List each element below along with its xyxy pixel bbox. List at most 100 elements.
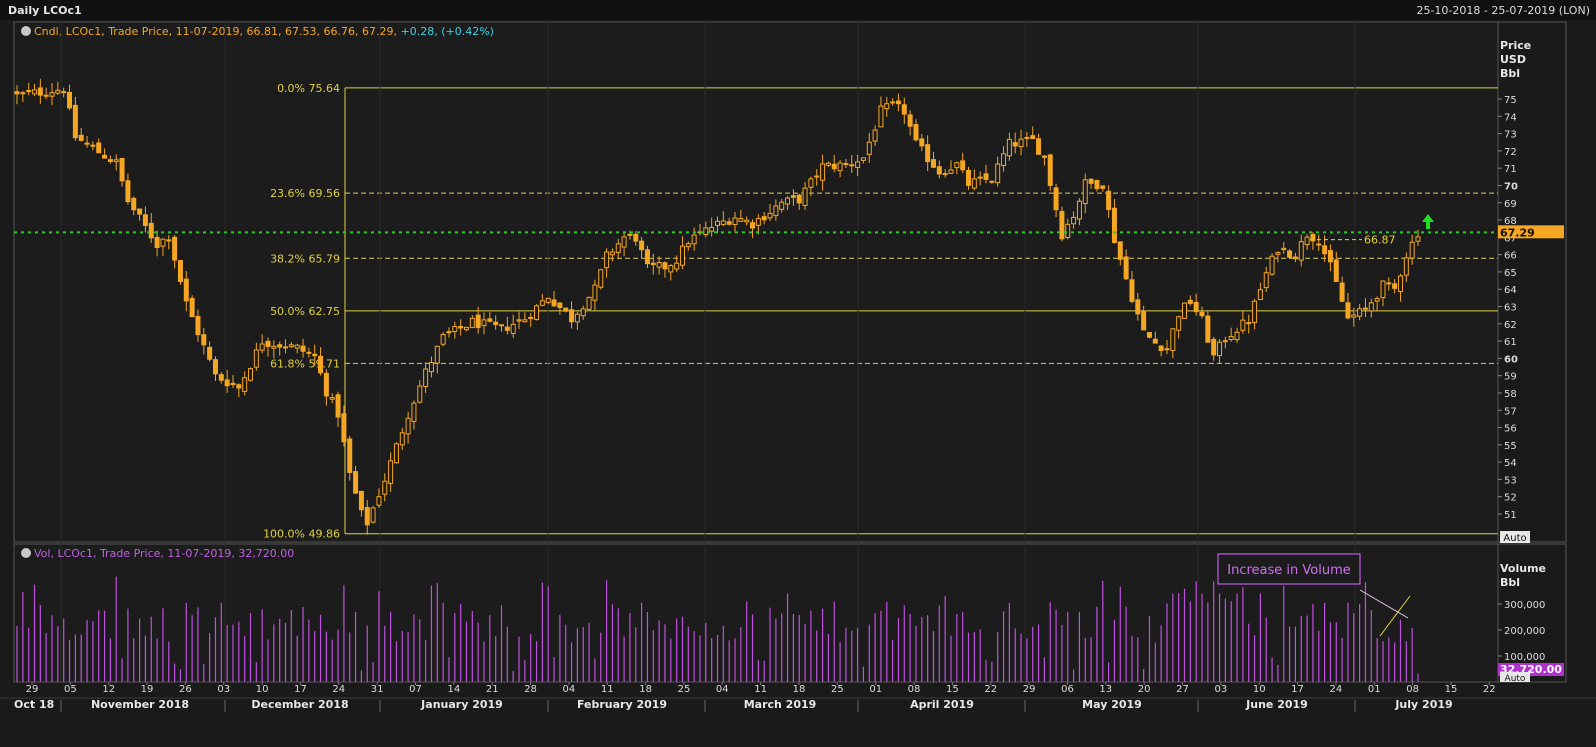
candle-body[interactable] [1182,302,1187,319]
candle-body[interactable] [691,234,697,245]
candle-body[interactable] [166,239,172,242]
candle-body[interactable] [1257,289,1263,301]
candle-body[interactable] [376,496,382,506]
candle-body[interactable] [1146,332,1152,338]
candle-body[interactable] [755,218,761,226]
candle-body[interactable] [37,87,43,96]
candle-body[interactable] [183,278,189,302]
candle-body[interactable] [627,233,633,236]
candle-body[interactable] [1275,252,1281,255]
candle-body[interactable] [796,194,802,204]
candle-body[interactable] [1036,138,1042,155]
candle-body[interactable] [49,92,55,97]
candle-body[interactable] [347,438,353,473]
price-pane[interactable] [13,21,1499,543]
candle-body[interactable] [551,299,557,307]
candle-body[interactable] [563,307,569,312]
candle-body[interactable] [388,460,394,484]
candle-body[interactable] [1106,190,1112,211]
candle-body[interactable] [860,157,866,161]
candle-body[interactable] [866,141,872,155]
candle-body[interactable] [557,302,563,309]
candle-body[interactable] [913,124,919,141]
candle-body[interactable] [872,129,878,142]
candle-body[interactable] [1211,338,1217,356]
candle-body[interactable] [1322,245,1328,255]
volume-auto-button[interactable] [1500,672,1530,682]
candle-body[interactable] [831,163,837,170]
candle-body[interactable] [329,397,335,400]
candle-body[interactable] [989,180,995,183]
candle-body[interactable] [1123,256,1129,280]
candle-body[interactable] [668,265,674,273]
candle-body[interactable] [1392,283,1398,289]
candle-body[interactable] [1240,319,1246,331]
candle-body[interactable] [1269,255,1275,275]
price-auto-label[interactable]: Auto [1503,533,1526,544]
candle-body[interactable] [936,166,942,175]
candle-body[interactable] [323,372,329,397]
candle-body[interactable] [586,296,592,310]
candle-body[interactable] [1053,187,1059,211]
candle-body[interactable] [685,243,691,248]
candle-body[interactable] [890,101,896,104]
candle-body[interactable] [569,309,575,323]
candle-body[interactable] [895,100,901,105]
candle-body[interactable] [189,297,195,318]
candle-body[interactable] [849,164,855,167]
candle-body[interactable] [528,316,534,319]
candle-body[interactable] [1047,154,1053,186]
candle-body[interactable] [306,351,312,354]
candles[interactable] [14,78,1421,535]
candle-body[interactable] [405,417,411,435]
candle-body[interactable] [1222,340,1228,343]
candle-body[interactable] [574,313,580,323]
candle-body[interactable] [14,91,20,95]
candle-body[interactable] [615,243,621,253]
candle-body[interactable] [353,471,359,494]
candle-body[interactable] [604,251,610,269]
candle-body[interactable] [1065,223,1071,239]
candle-body[interactable] [318,355,324,374]
candle-body[interactable] [738,218,744,222]
candle-body[interactable] [639,240,645,251]
candle-body[interactable] [1380,280,1386,299]
candle-body[interactable] [720,220,726,225]
candle-body[interactable] [644,249,650,265]
candle-body[interactable] [1386,282,1392,285]
candle-body[interactable] [236,384,242,389]
candle-body[interactable] [516,319,522,322]
candle-body[interactable] [125,180,131,203]
candle-body[interactable] [674,262,680,270]
candle-body[interactable] [1339,282,1345,302]
candle-body[interactable] [1076,200,1082,220]
candle-body[interactable] [1176,316,1182,331]
candle-body[interactable] [207,346,213,360]
candle-body[interactable] [43,94,49,97]
volume-legend-icon[interactable] [21,548,31,558]
candle-body[interactable] [440,334,446,345]
candle-body[interactable] [545,297,551,303]
candle-body[interactable] [481,319,487,327]
candle-body[interactable] [84,142,90,145]
candle-body[interactable] [475,314,481,329]
candle-body[interactable] [1287,250,1293,258]
candle-body[interactable] [428,362,434,373]
candle-body[interactable] [1234,331,1240,341]
candle-body[interactable] [1129,279,1135,302]
candle-body[interactable] [1152,338,1158,344]
candle-body[interactable] [767,212,773,219]
candle-body[interactable] [825,162,831,166]
candle-body[interactable] [271,345,277,349]
candle-body[interactable] [61,91,67,94]
candle-body[interactable] [1006,138,1012,157]
candle-body[interactable] [1141,310,1147,331]
candle-body[interactable] [458,325,464,329]
candle-body[interactable] [393,443,399,464]
candle-body[interactable] [510,323,516,334]
candle-body[interactable] [1327,250,1333,263]
candle-body[interactable] [172,236,178,261]
candle-body[interactable] [1298,241,1304,261]
candle-body[interactable] [67,91,73,109]
candle-body[interactable] [1164,348,1170,351]
